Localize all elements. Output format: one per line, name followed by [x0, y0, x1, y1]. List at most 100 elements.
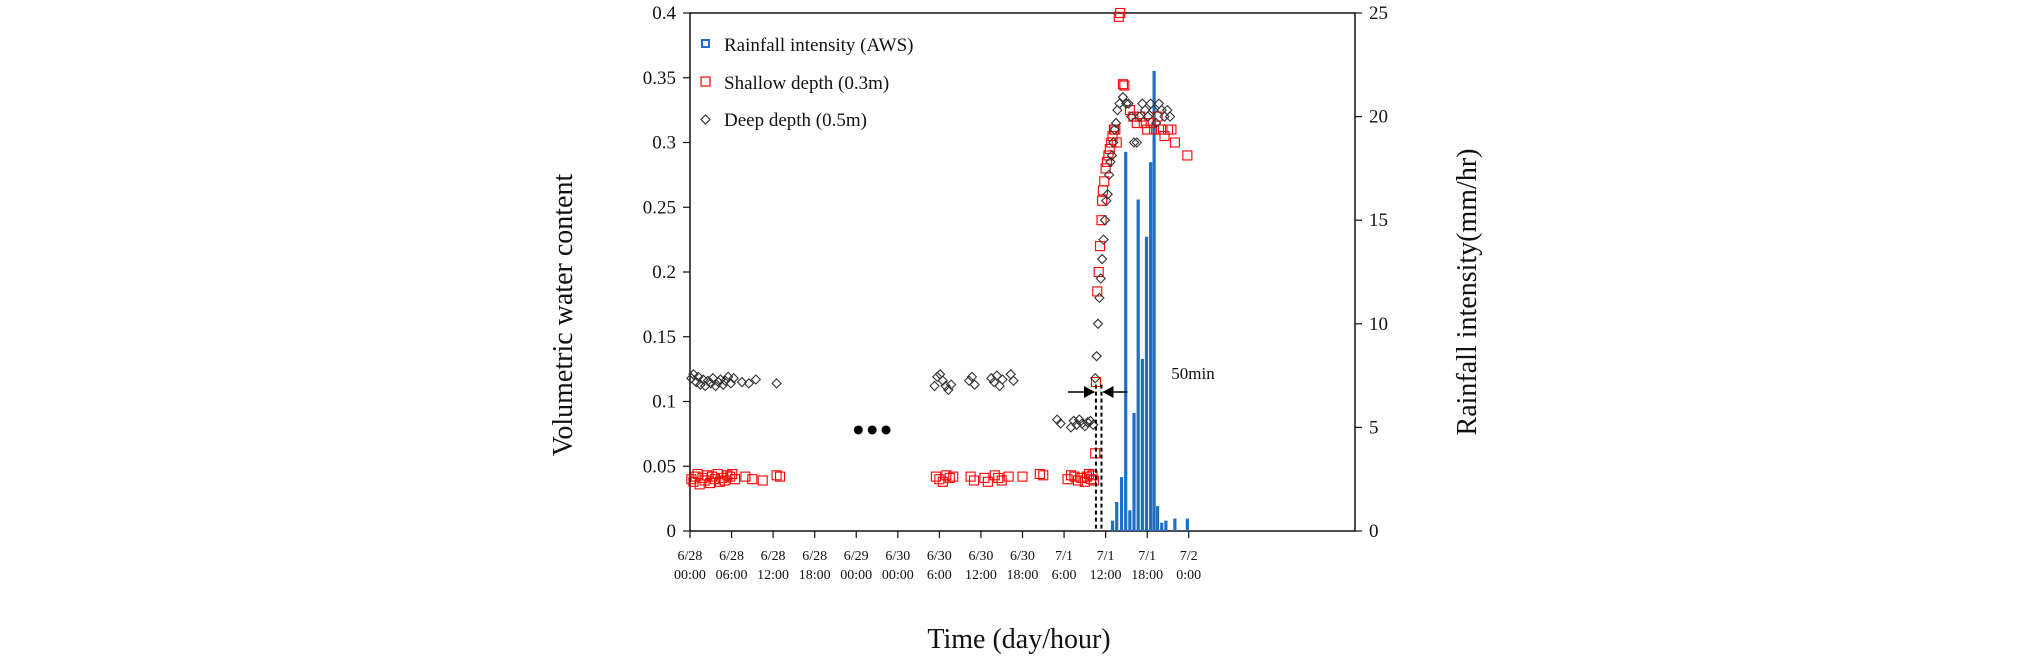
deep-depth-point — [1094, 292, 1105, 304]
deep-depth-point — [728, 372, 739, 384]
axes: 0 0.05 0.1 0.15 0.2 0.25 0.3 0.35 0.4 0 5 10 15 20 25 6… — [643, 3, 1388, 583]
shallow-depth-point — [1038, 470, 1049, 481]
shallow-depth-points — [686, 7, 1193, 490]
y-left-tick-label: 0.2 — [652, 262, 676, 283]
deep-depth-point — [720, 375, 731, 387]
deep-depth-point — [929, 380, 940, 392]
x-tick-date: 6/30 — [1010, 549, 1035, 564]
x-tick-time: 6:00 — [927, 568, 952, 583]
x-tick-time: 06:00 — [716, 568, 748, 583]
x-tick-time: 0:00 — [1176, 568, 1201, 583]
shallow-depth-point — [1159, 130, 1170, 142]
rainfall-bar — [1140, 359, 1144, 531]
rainfall-bar — [1164, 520, 1168, 531]
gap-ellipsis-dot — [853, 425, 863, 435]
shallow-depth-point — [1088, 475, 1099, 486]
x-tick-time: 6:00 — [1052, 568, 1077, 583]
rainfall-bar — [1155, 506, 1160, 531]
deep-depth-point — [1131, 137, 1143, 148]
y-right-tick-label: 0 — [1369, 521, 1379, 542]
rainfall-bar — [1136, 199, 1140, 532]
shallow-depth-point — [1155, 124, 1167, 135]
rainfall-bar — [1124, 151, 1128, 531]
deep-depth-point — [1082, 416, 1093, 428]
shallow-depth-point — [775, 471, 786, 482]
deep-depth-point — [1096, 253, 1108, 265]
x-tick-date: 7/2 — [1180, 549, 1198, 564]
x-tick-time: 00:00 — [840, 568, 872, 583]
legend-deep-label: Deep depth (0.5m) — [724, 110, 867, 131]
x-tick-date: 7/1 — [1055, 549, 1073, 564]
shallow-depth-point — [996, 475, 1007, 486]
y-right-tick-label: 10 — [1369, 314, 1388, 335]
rainfall-bar — [1119, 477, 1124, 531]
shallow-depth-point — [1097, 185, 1108, 196]
deep-depth-point — [1112, 104, 1123, 116]
deep-depth-point — [932, 371, 943, 383]
deep-depth-point — [1164, 111, 1176, 122]
shallow-depth-point — [941, 470, 952, 481]
rainfall-bar — [1110, 520, 1115, 531]
annotation-arrow-right-head — [1102, 386, 1114, 398]
shallow-depth-point — [729, 474, 741, 485]
deep-depth-point — [693, 371, 704, 383]
y-right-tick-label: 20 — [1369, 107, 1388, 128]
shallow-depth-point — [968, 475, 980, 486]
y-left-tick-label: 0.1 — [652, 392, 676, 413]
x-tick-time: 00:00 — [882, 568, 914, 583]
legend-shallow-label: Shallow depth (0.3m) — [724, 73, 889, 94]
shallow-depth-point — [989, 470, 1000, 481]
deep-depth-point — [1114, 98, 1125, 109]
rainfall-bar — [1185, 518, 1189, 531]
deep-depth-point — [1159, 111, 1170, 122]
deep-depth-point — [1121, 98, 1132, 109]
shallow-depth-point — [1111, 137, 1122, 148]
deep-depth-point — [1142, 111, 1154, 122]
y-left-tick-label: 0.35 — [643, 68, 676, 89]
deep-depth-point — [986, 372, 997, 384]
shallow-depth-point — [1162, 124, 1174, 135]
y-left-tick-label: 0.3 — [652, 133, 676, 154]
deep-depth-point — [743, 378, 755, 389]
shallow-depth-point — [740, 471, 751, 482]
deep-depth-point — [1110, 117, 1122, 129]
deep-depth-point — [1055, 418, 1066, 429]
deep-depth-point — [1134, 111, 1145, 122]
x-tick-date: 7/1 — [1097, 549, 1115, 564]
deep-depth-point — [1105, 156, 1116, 168]
y-left-tick-label: 0.4 — [652, 3, 676, 24]
shallow-depth-point — [1131, 118, 1142, 129]
deep-depth-point — [994, 380, 1005, 392]
x-tick-time: 12:00 — [1090, 568, 1122, 583]
x-tick-time: 18:00 — [1007, 568, 1039, 583]
shallow-depth-point — [699, 475, 710, 486]
x-tick-date: 7/1 — [1138, 549, 1156, 564]
shallow-depth-point — [1101, 156, 1113, 167]
y-right-tick-label: 5 — [1369, 417, 1379, 438]
x-tick-date: 6/30 — [927, 549, 952, 564]
shallow-depth-point — [727, 468, 738, 480]
deep-depth-point — [1162, 104, 1173, 116]
shallow-depth-point — [719, 475, 730, 486]
annotation-label: 50min — [1171, 364, 1215, 383]
rainfall-bar — [1152, 71, 1156, 532]
deep-depth-points — [686, 91, 1176, 433]
shallow-depth-point — [1062, 474, 1073, 485]
shallow-depth-point — [1099, 176, 1110, 187]
x-tick-date: 6/29 — [844, 549, 869, 564]
rainfall-bar — [1173, 518, 1177, 531]
deep-depth-point — [1148, 104, 1159, 116]
deep-depth-point — [945, 379, 957, 390]
deep-depth-point — [1098, 234, 1109, 245]
y-right-tick-label: 25 — [1369, 3, 1388, 24]
deep-depth-point — [1102, 189, 1113, 200]
y-left-tick-label: 0.25 — [643, 197, 676, 218]
deep-depth-point — [1099, 214, 1111, 226]
deep-depth-point — [1085, 415, 1096, 427]
deep-depth-point — [991, 370, 1003, 381]
deep-depth-point — [940, 380, 951, 392]
x-tick-time: 12:00 — [965, 568, 997, 583]
rainfall-bar — [1132, 412, 1136, 531]
rainfall-bar — [1128, 510, 1132, 531]
shallow-depth-point — [948, 471, 959, 482]
